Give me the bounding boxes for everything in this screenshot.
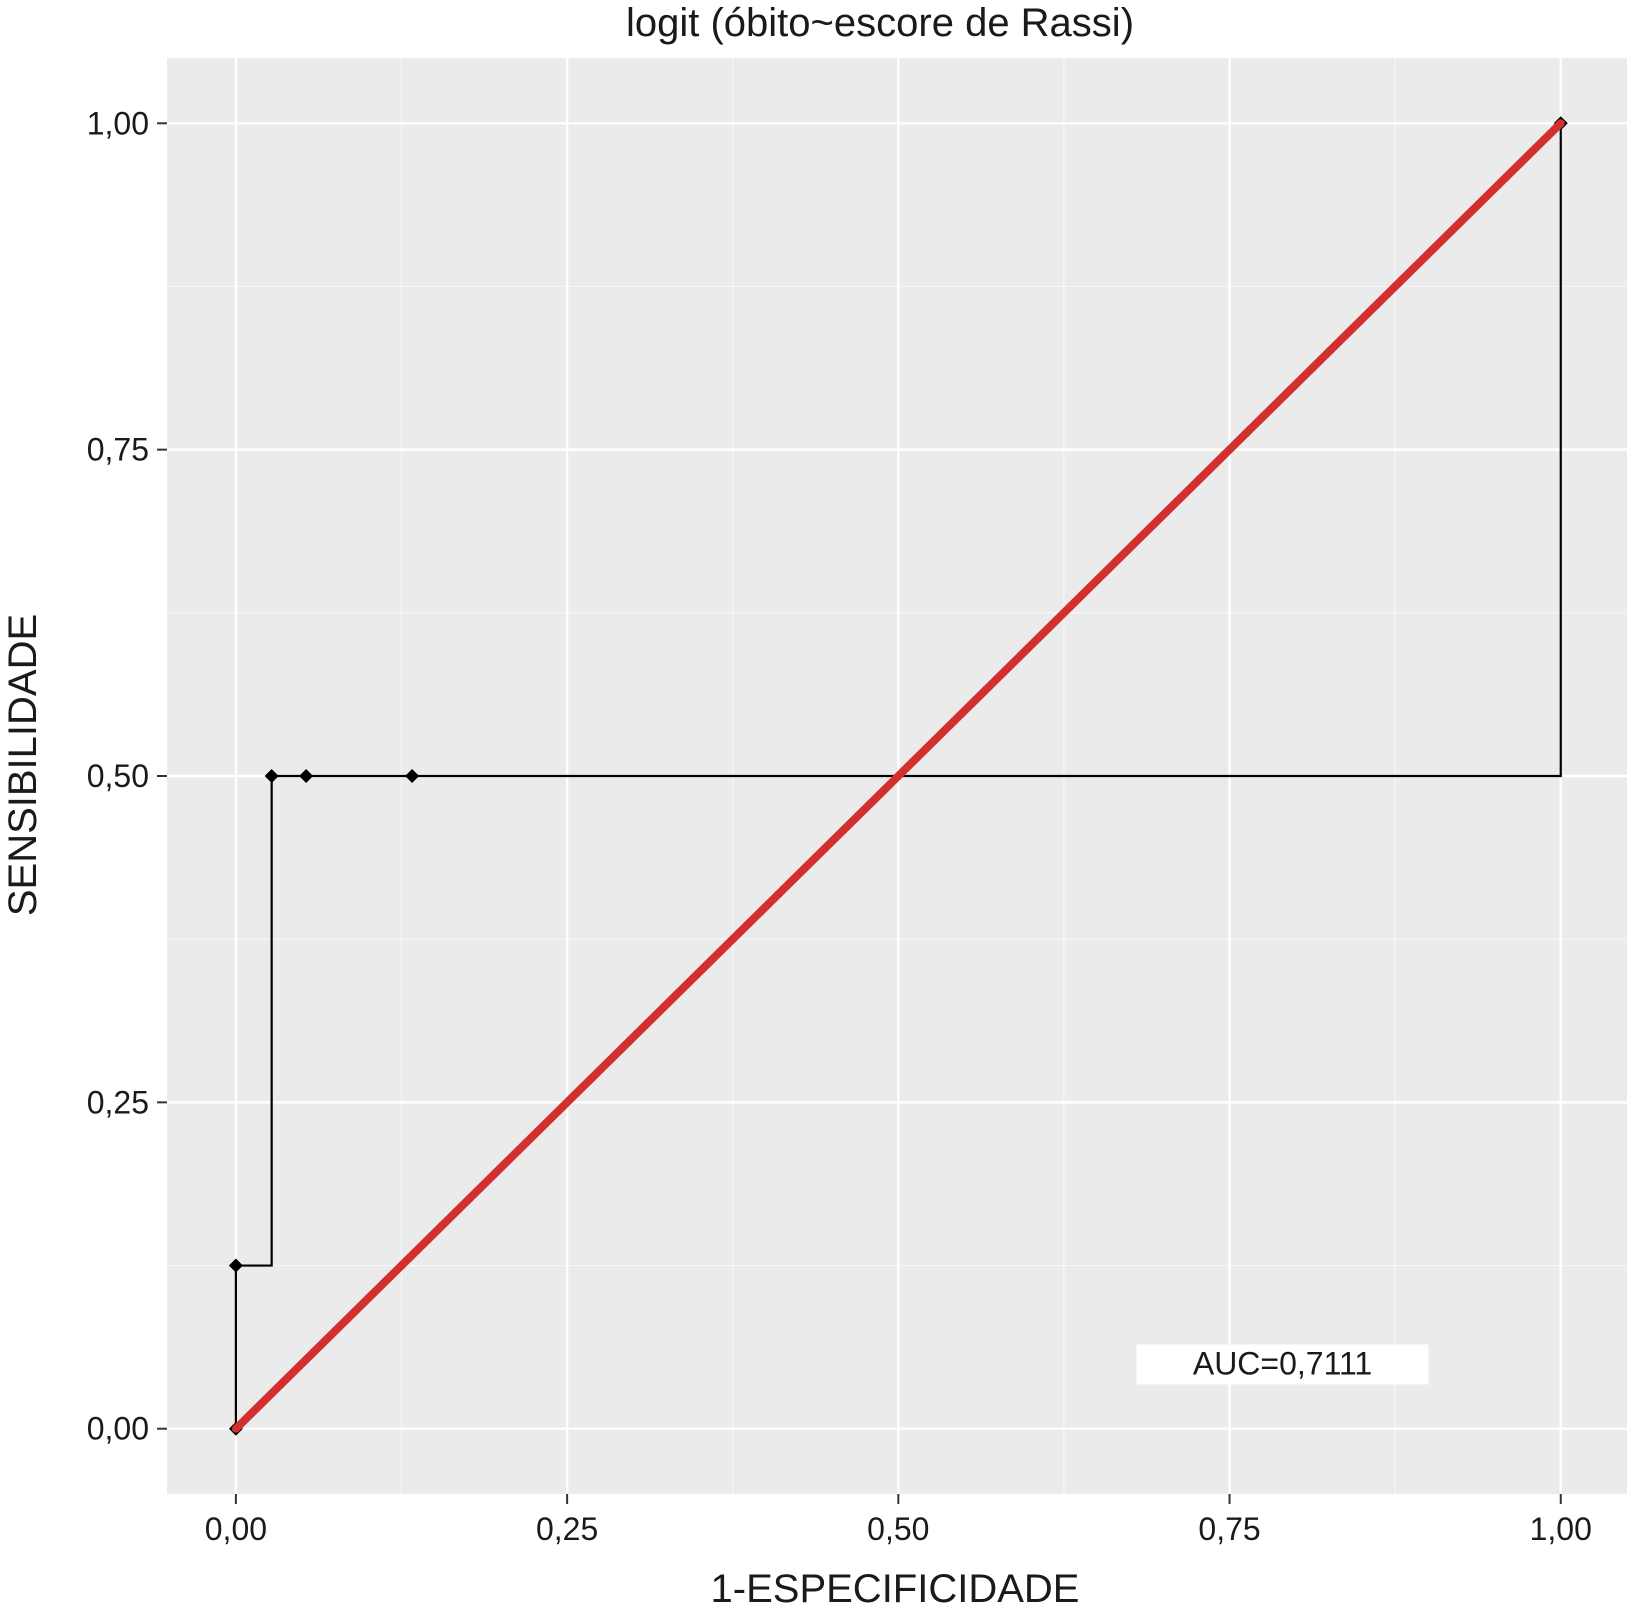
- x-axis-title: 1-ESPECIFICIDADE: [711, 1567, 1080, 1607]
- y-tick-label: 0,50: [87, 758, 149, 794]
- roc-point-marker: [405, 769, 420, 783]
- chart-title: logit (óbito~escore de Rassi): [626, 1, 1134, 45]
- reference-diagonal-line: [231, 119, 1565, 1433]
- x-tick-label: 0,50: [867, 1511, 929, 1547]
- y-axis-ticks: 0,00 0,25 0,50 0,75 1,00: [87, 105, 167, 1447]
- x-tick-label: 0,00: [205, 1511, 267, 1547]
- y-axis-title: SENSIBILIDADE: [1, 614, 45, 916]
- auc-box: [1136, 1344, 1429, 1385]
- series-layer: [228, 116, 1568, 1436]
- roc-point-marker: [264, 769, 279, 783]
- y-tick-label: 0,00: [87, 1411, 149, 1447]
- x-axis-ticks: 0,00 0,25 0,50 0,75 1,00: [205, 1494, 1592, 1547]
- roc-point-marker: [299, 769, 314, 783]
- y-tick-label: 0,25: [87, 1084, 149, 1120]
- x-tick-label: 1,00: [1530, 1511, 1592, 1547]
- roc-point-marker: [228, 1258, 243, 1273]
- auc-label: AUC=0,7111: [1193, 1345, 1372, 1381]
- x-tick-label: 0,75: [1198, 1511, 1260, 1547]
- y-tick-label: 0,75: [87, 432, 149, 468]
- auc-annotation: AUC=0,7111: [1136, 1344, 1429, 1385]
- y-tick-label: 1,00: [87, 105, 149, 141]
- x-tick-label: 0,25: [536, 1511, 598, 1547]
